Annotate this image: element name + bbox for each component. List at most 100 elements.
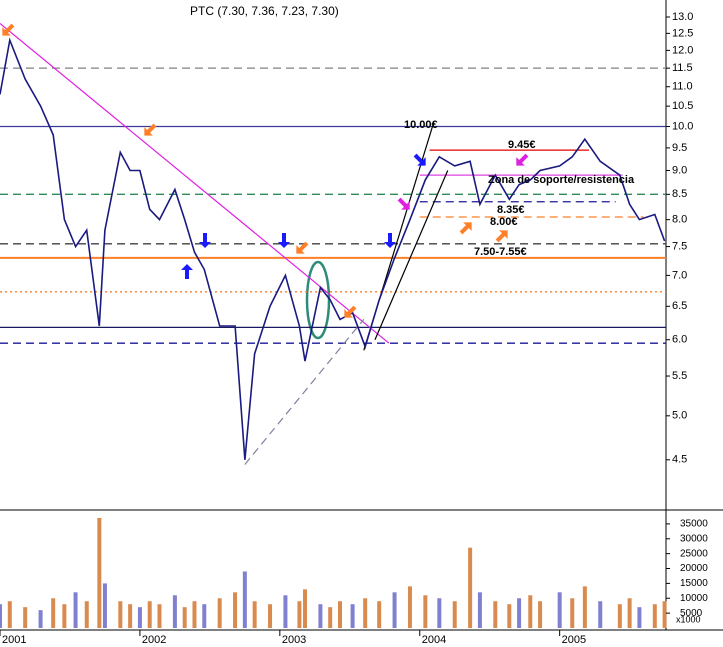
volume-bar <box>318 604 323 628</box>
volume-bar <box>137 607 142 628</box>
trendline <box>244 318 365 465</box>
y-tick-label: 4.5 <box>672 454 687 466</box>
annotation: 8.35€ <box>497 204 525 216</box>
trendline <box>374 170 449 340</box>
volume-bar <box>303 589 308 628</box>
volume-bar <box>242 571 247 628</box>
y-tick-label: 6.0 <box>672 334 687 346</box>
arrow-icon <box>413 153 426 166</box>
volume-bar <box>350 604 355 628</box>
volume-bar <box>147 601 152 628</box>
arrow-icon <box>397 197 410 210</box>
volume-bar <box>557 592 562 628</box>
arrow-icon <box>296 241 309 254</box>
volume-bar <box>582 586 587 628</box>
volume-bar <box>377 601 382 628</box>
volume-bar <box>102 583 107 628</box>
arrow-icon <box>459 222 472 235</box>
y-tick-label: 6.5 <box>672 300 687 312</box>
volume-bar <box>423 595 428 628</box>
y-tick-label: 12.5 <box>672 27 693 39</box>
volume-bar <box>38 610 43 628</box>
volume-bar <box>468 547 473 628</box>
y-tick-label: 8.5 <box>672 188 687 200</box>
volume-bar <box>452 601 457 628</box>
volume-bar <box>493 601 498 628</box>
volume-bar <box>182 607 187 628</box>
arrow-icon <box>495 230 508 243</box>
x-tick-label: 2002 <box>142 634 166 646</box>
volume-bar <box>268 604 273 628</box>
volume-bar <box>73 592 78 628</box>
volume-bar <box>118 601 123 628</box>
arrow-icon <box>278 233 290 248</box>
arrow-icon <box>384 233 396 248</box>
y-tick-label: 11.5 <box>672 62 693 74</box>
volume-bar <box>297 601 302 628</box>
volume-bar <box>337 601 342 628</box>
volume-bar <box>0 604 2 628</box>
volume-bar <box>363 598 368 628</box>
volume-bar <box>528 595 533 628</box>
volume-bar <box>283 595 288 628</box>
arrow-icon <box>2 23 15 36</box>
volume-bar <box>617 604 622 628</box>
volume-bar <box>598 601 603 628</box>
volume-bar <box>407 586 412 628</box>
x-tick-label: 2003 <box>282 634 306 646</box>
volume-bar <box>62 604 67 628</box>
annotation: 8.00€ <box>490 216 518 228</box>
y-tick-label: 12.0 <box>672 44 693 56</box>
y-tick-label: 13.0 <box>672 11 693 23</box>
annotation: 9.45€ <box>508 139 536 151</box>
y-tick-label: 20000 <box>680 563 708 574</box>
trendline <box>0 22 390 344</box>
annotation: Zona de soporte/resistencia <box>488 174 635 186</box>
y-tick-label: 30000 <box>680 533 708 544</box>
volume-bar <box>7 601 12 628</box>
volume-bar <box>128 604 133 628</box>
y-tick-label: 25000 <box>680 548 708 559</box>
volume-bar <box>252 601 257 628</box>
y-tick-label: 35000 <box>680 519 708 530</box>
y-tick-label: 10.0 <box>672 120 693 132</box>
volume-bar <box>662 601 667 628</box>
volume-bar <box>538 601 543 628</box>
arrow-icon <box>181 264 193 279</box>
arrow-icon <box>199 233 211 248</box>
volume-bar <box>172 595 177 628</box>
price-line <box>0 37 666 460</box>
volume-bar <box>51 598 56 628</box>
volume-bar <box>477 592 482 628</box>
x-tick-label: 2005 <box>562 634 586 646</box>
y-tick-label: 5.0 <box>672 410 687 422</box>
chart-title: PTC (7.30, 7.36, 7.23, 7.30) <box>190 4 339 18</box>
volume-bar <box>328 607 333 628</box>
volume-bar <box>437 598 442 628</box>
volume-bar <box>84 601 89 628</box>
volume-bar <box>157 604 162 628</box>
y-tick-label: 5000 <box>680 608 703 619</box>
volume-bar <box>517 598 522 628</box>
y-tick-label: 9.5 <box>672 142 687 154</box>
volume-bar <box>97 517 102 628</box>
arrow-icon <box>144 123 157 136</box>
y-tick-label: 10.5 <box>672 100 693 112</box>
annotation: 7.50-7.55€ <box>474 246 527 258</box>
y-tick-label: 5.5 <box>672 370 687 382</box>
y-tick-label: 7.0 <box>672 269 687 281</box>
y-tick-label: 8.0 <box>672 214 687 226</box>
volume-bar <box>392 592 397 628</box>
volume-bar <box>652 604 657 628</box>
volume-bar <box>192 601 197 628</box>
volume-bar <box>23 607 28 628</box>
y-tick-label: 10000 <box>680 593 708 604</box>
highlight-ellipse <box>305 260 331 340</box>
volume-bar <box>507 604 512 628</box>
volume-unit: x1000 <box>676 614 701 624</box>
y-tick-label: 7.5 <box>672 240 687 252</box>
y-tick-label: 15000 <box>680 578 708 589</box>
